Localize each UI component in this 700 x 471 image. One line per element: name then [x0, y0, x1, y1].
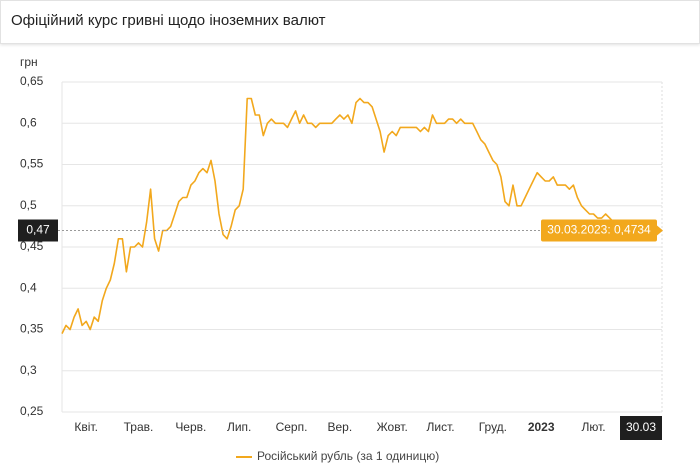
y-tick-label: 0,45 [20, 239, 44, 253]
x-tick-label: Груд. [479, 420, 507, 434]
crosshair-x-label: 30.03 [626, 420, 656, 434]
tooltip-arrow [657, 225, 663, 236]
x-tick-label: Лист. [426, 420, 454, 434]
chart-title: Офіційний курс гривні щодо іноземних вал… [11, 12, 326, 29]
tooltip-text: 30.03.2023: 0,4734 [547, 223, 651, 237]
tooltip-box [541, 219, 657, 242]
x-tick-label: 2023 [528, 420, 555, 434]
y-tick-label: 0,35 [20, 322, 44, 336]
x-tick-label: Лют. [581, 420, 605, 434]
x-tick-label: Серп. [276, 420, 308, 434]
x-tick-label: Жовт. [377, 420, 408, 434]
series-line [61, 97, 651, 334]
y-tick-label: 0,5 [20, 198, 37, 212]
crosshair-x-box [620, 416, 662, 440]
x-tick-label: Вер. [328, 420, 353, 434]
y-tick-label: 0,55 [20, 157, 44, 171]
x-tick-label: Черв. [175, 420, 206, 434]
y-tick-label: 0,4 [20, 280, 37, 294]
crosshair-y-box [18, 219, 58, 242]
legend-label: Російський рубль (за 1 одиницю) [257, 449, 439, 463]
x-tick-label: Лип. [227, 420, 251, 434]
y-axis-label: грн [20, 55, 38, 69]
header: Офіційний курс гривні щодо іноземних вал… [0, 0, 700, 44]
x-tick-label: Квіт. [74, 420, 98, 434]
crosshair-y-label: 0,47 [26, 223, 50, 237]
y-tick-label: 0,65 [20, 74, 44, 88]
y-tick-label: 0,6 [20, 115, 37, 129]
y-tick-label: 0,3 [20, 363, 37, 377]
x-tick-label: Трав. [124, 420, 154, 434]
y-tick-label: 0,25 [20, 404, 44, 418]
